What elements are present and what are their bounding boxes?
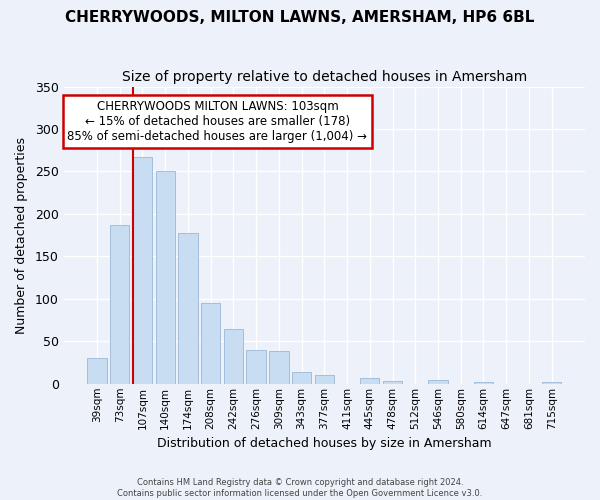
- Bar: [474, 382, 493, 384]
- Bar: [383, 381, 402, 384]
- Text: CHERRYWOODS, MILTON LAWNS, AMERSHAM, HP6 6BL: CHERRYWOODS, MILTON LAWNS, AMERSHAM, HP6…: [65, 10, 535, 25]
- Bar: [247, 350, 266, 384]
- Bar: [292, 372, 311, 384]
- Bar: [133, 157, 152, 384]
- Bar: [428, 380, 448, 384]
- Bar: [201, 303, 220, 384]
- Bar: [88, 358, 107, 384]
- Text: CHERRYWOODS MILTON LAWNS: 103sqm
← 15% of detached houses are smaller (178)
85% : CHERRYWOODS MILTON LAWNS: 103sqm ← 15% o…: [67, 100, 367, 143]
- Bar: [360, 378, 379, 384]
- Bar: [269, 350, 289, 384]
- Bar: [155, 170, 175, 384]
- Text: Contains HM Land Registry data © Crown copyright and database right 2024.
Contai: Contains HM Land Registry data © Crown c…: [118, 478, 482, 498]
- Y-axis label: Number of detached properties: Number of detached properties: [15, 136, 28, 334]
- Bar: [178, 232, 197, 384]
- Bar: [314, 376, 334, 384]
- X-axis label: Distribution of detached houses by size in Amersham: Distribution of detached houses by size …: [157, 437, 491, 450]
- Title: Size of property relative to detached houses in Amersham: Size of property relative to detached ho…: [122, 70, 527, 84]
- Bar: [542, 382, 562, 384]
- Bar: [224, 328, 243, 384]
- Bar: [110, 225, 130, 384]
